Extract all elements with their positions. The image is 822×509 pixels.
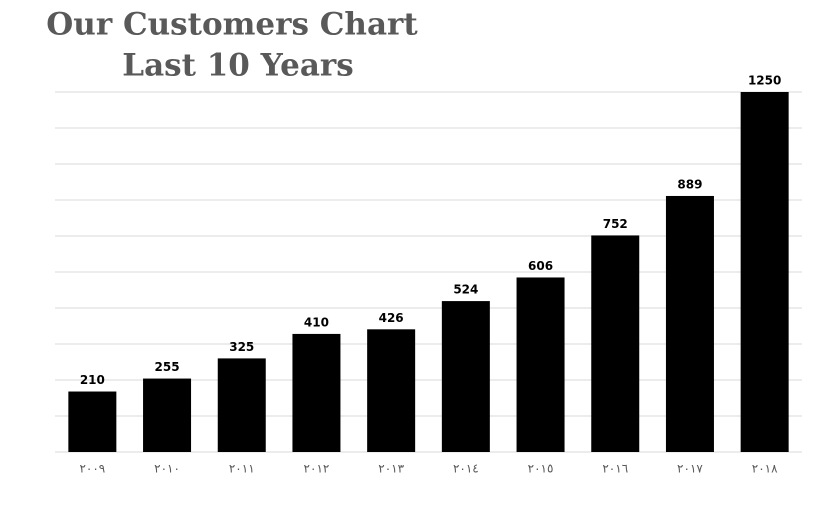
bar (367, 329, 416, 452)
data-label: 210 (80, 373, 105, 387)
x-tick-label: ٢٠١٠ (154, 462, 180, 476)
data-label: 410 (304, 315, 329, 329)
x-tick-label: ٢٠١١ (229, 462, 255, 476)
data-label: 524 (453, 283, 478, 297)
x-tick-label: ٢٠١٥ (528, 462, 554, 476)
bar (68, 391, 117, 452)
bar (665, 195, 714, 452)
x-tick-label: ٢٠١٣ (378, 462, 404, 476)
x-tick-label: ٢٠٠٩ (79, 462, 105, 476)
chart-title: Our Customers Chart (46, 7, 418, 43)
data-label: 325 (229, 340, 254, 354)
x-tick-label: ٢٠١٤ (453, 462, 479, 476)
data-label: 1250 (748, 74, 781, 88)
data-label: 606 (528, 259, 553, 273)
chart-subtitle: Last 10 Years (122, 48, 353, 84)
bar (217, 358, 266, 452)
bar (591, 235, 640, 452)
x-tick-label: ٢٠١٢ (304, 462, 330, 476)
bar (441, 301, 490, 452)
data-label: 889 (677, 177, 702, 191)
x-tick-label: ٢٠١٧ (677, 462, 703, 476)
bar (292, 333, 341, 452)
bar (740, 92, 789, 452)
data-label: 426 (379, 311, 404, 325)
bar (516, 277, 565, 452)
bar (143, 378, 192, 452)
x-tick-label: ٢٠١٦ (602, 462, 628, 476)
x-tick-label: ٢٠١٨ (752, 462, 778, 476)
data-label: 752 (603, 217, 628, 231)
data-label: 255 (155, 360, 180, 374)
